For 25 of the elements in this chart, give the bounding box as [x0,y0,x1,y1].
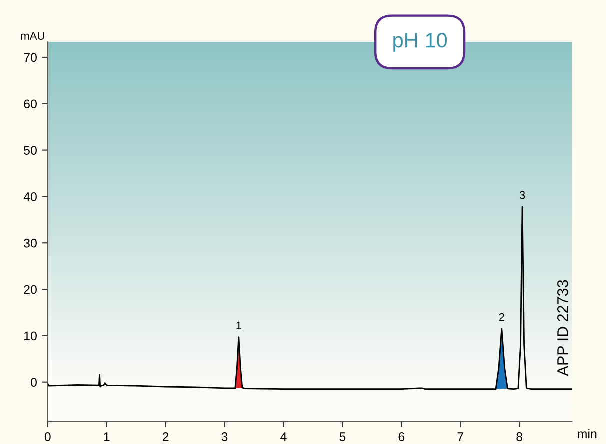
x-tick-label: 2 [162,432,169,442]
x-tick-label: 4 [280,432,287,442]
x-tick-label: 1 [104,432,110,442]
annotation: APP ID 22733 [557,280,568,376]
y-axis-title: mAU [21,32,44,40]
x-tick-label: 3 [222,432,228,442]
x-tick-label: 8 [516,432,523,442]
line-series [48,206,572,390]
annotation: 1 [236,322,242,330]
y-tick-label: 60 [24,100,37,109]
annotation: 2 [499,313,504,322]
y-tick-label: 50 [24,146,37,155]
x-tick-label: 7 [458,432,464,442]
chart-title: pH 10 [394,33,448,52]
y-tick-label: 0 [30,378,37,388]
y-tick-label: 30 [24,238,37,248]
y-tick-label: 10 [24,332,37,341]
x-tick-label: 0 [44,432,51,442]
x-tick-label: 5 [340,432,346,442]
y-tick-label: 40 [24,192,37,202]
x-axis-title: min [578,429,597,438]
y-tick-label: 20 [24,285,37,294]
x-tick-label: 6 [398,432,405,442]
y-tick-label: 70 [24,53,37,62]
annotation: 3 [520,191,526,200]
